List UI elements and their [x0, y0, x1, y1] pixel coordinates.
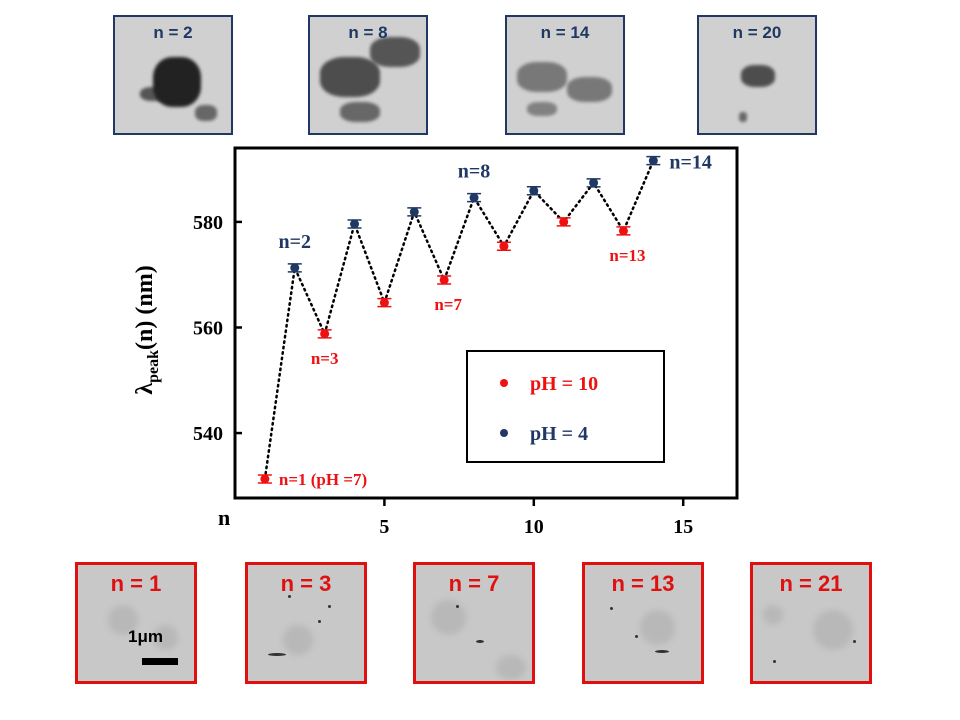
data-point-ph10 — [559, 217, 569, 227]
x-tick-label: 5 — [379, 516, 389, 538]
point-annotation: n=8 — [458, 161, 491, 183]
x-tick-label: 10 — [524, 516, 544, 538]
micrograph-n8: n = 8 — [308, 15, 428, 135]
data-point-ph4 — [350, 219, 360, 229]
data-point-ph4 — [409, 207, 419, 217]
data-point-ph4 — [589, 178, 599, 188]
point-annotation: n=13 — [609, 246, 645, 265]
error-bar — [496, 241, 511, 251]
legend-marker-ph4 — [500, 429, 508, 437]
micrograph-label: n = 13 — [611, 571, 675, 596]
error-bar — [287, 263, 302, 273]
data-point-ph10 — [379, 298, 389, 308]
legend-label-ph10: pH = 10 — [530, 373, 598, 395]
micrograph-n1: n = 1 1μm — [75, 562, 197, 684]
legend-label-ph4: pH = 4 — [530, 423, 588, 445]
data-point-ph10 — [260, 474, 270, 484]
error-bar — [467, 192, 482, 203]
error-bar — [586, 178, 601, 188]
micrograph-n2: n = 2 — [113, 15, 233, 135]
y-tick-label: 540 — [193, 423, 223, 445]
data-point-ph4 — [469, 193, 479, 203]
micrograph-label: n = 2 — [153, 23, 193, 42]
data-point-ph4 — [290, 263, 300, 273]
error-bar — [556, 217, 571, 227]
micrograph-n21: n = 21 — [750, 562, 872, 684]
error-bar — [646, 155, 661, 166]
y-tick-label: 580 — [193, 212, 223, 234]
data-point-ph4 — [529, 186, 539, 196]
y-axis-label: λpeak(n) (nm) — [132, 265, 162, 394]
error-bar — [526, 186, 541, 196]
scale-bar — [142, 658, 178, 665]
legend-marker-ph10 — [500, 379, 508, 387]
micrograph-label: n = 8 — [348, 23, 388, 42]
micrograph-n20: n = 20 — [697, 15, 817, 135]
micrograph-label: n = 3 — [280, 571, 332, 596]
point-annotation: n=14 — [669, 152, 712, 174]
trend-line — [263, 159, 655, 481]
micrograph-label: n = 20 — [732, 23, 782, 42]
point-annotation: n=2 — [278, 231, 311, 253]
x-axis-label: n — [218, 505, 230, 530]
error-bar — [616, 226, 631, 236]
point-annotation: n=7 — [434, 295, 462, 314]
data-point-ph10 — [499, 241, 509, 251]
error-bar — [257, 474, 272, 484]
error-bar — [347, 219, 362, 229]
plot-frame — [233, 146, 739, 500]
micrograph-n14: n = 14 — [505, 15, 625, 135]
error-bar — [407, 207, 422, 217]
error-bar — [317, 329, 332, 339]
point-annotation: n=3 — [311, 349, 339, 368]
data-point-ph10 — [320, 329, 330, 339]
y-tick-label: 560 — [193, 317, 223, 339]
legend: pH = 10 pH = 4 — [466, 350, 665, 463]
micrograph-label: n = 1 — [110, 571, 162, 596]
micrograph-n7: n = 7 — [413, 562, 535, 684]
point-annotation: n=1 (pH =7) — [279, 470, 367, 489]
error-bar — [437, 275, 452, 285]
micrograph-n13: n = 13 — [582, 562, 704, 684]
data-point-ph4 — [648, 156, 658, 166]
micrograph-label: n = 14 — [540, 23, 590, 42]
data-point-ph10 — [439, 275, 449, 285]
error-bar — [377, 297, 392, 308]
micrograph-n3: n = 3 — [245, 562, 367, 684]
data-point-ph10 — [618, 226, 628, 236]
micrograph-label: n = 7 — [448, 571, 500, 596]
scale-bar-label: 1μm — [128, 627, 163, 646]
micrograph-label: n = 21 — [779, 571, 843, 596]
x-tick-label: 15 — [673, 516, 693, 538]
